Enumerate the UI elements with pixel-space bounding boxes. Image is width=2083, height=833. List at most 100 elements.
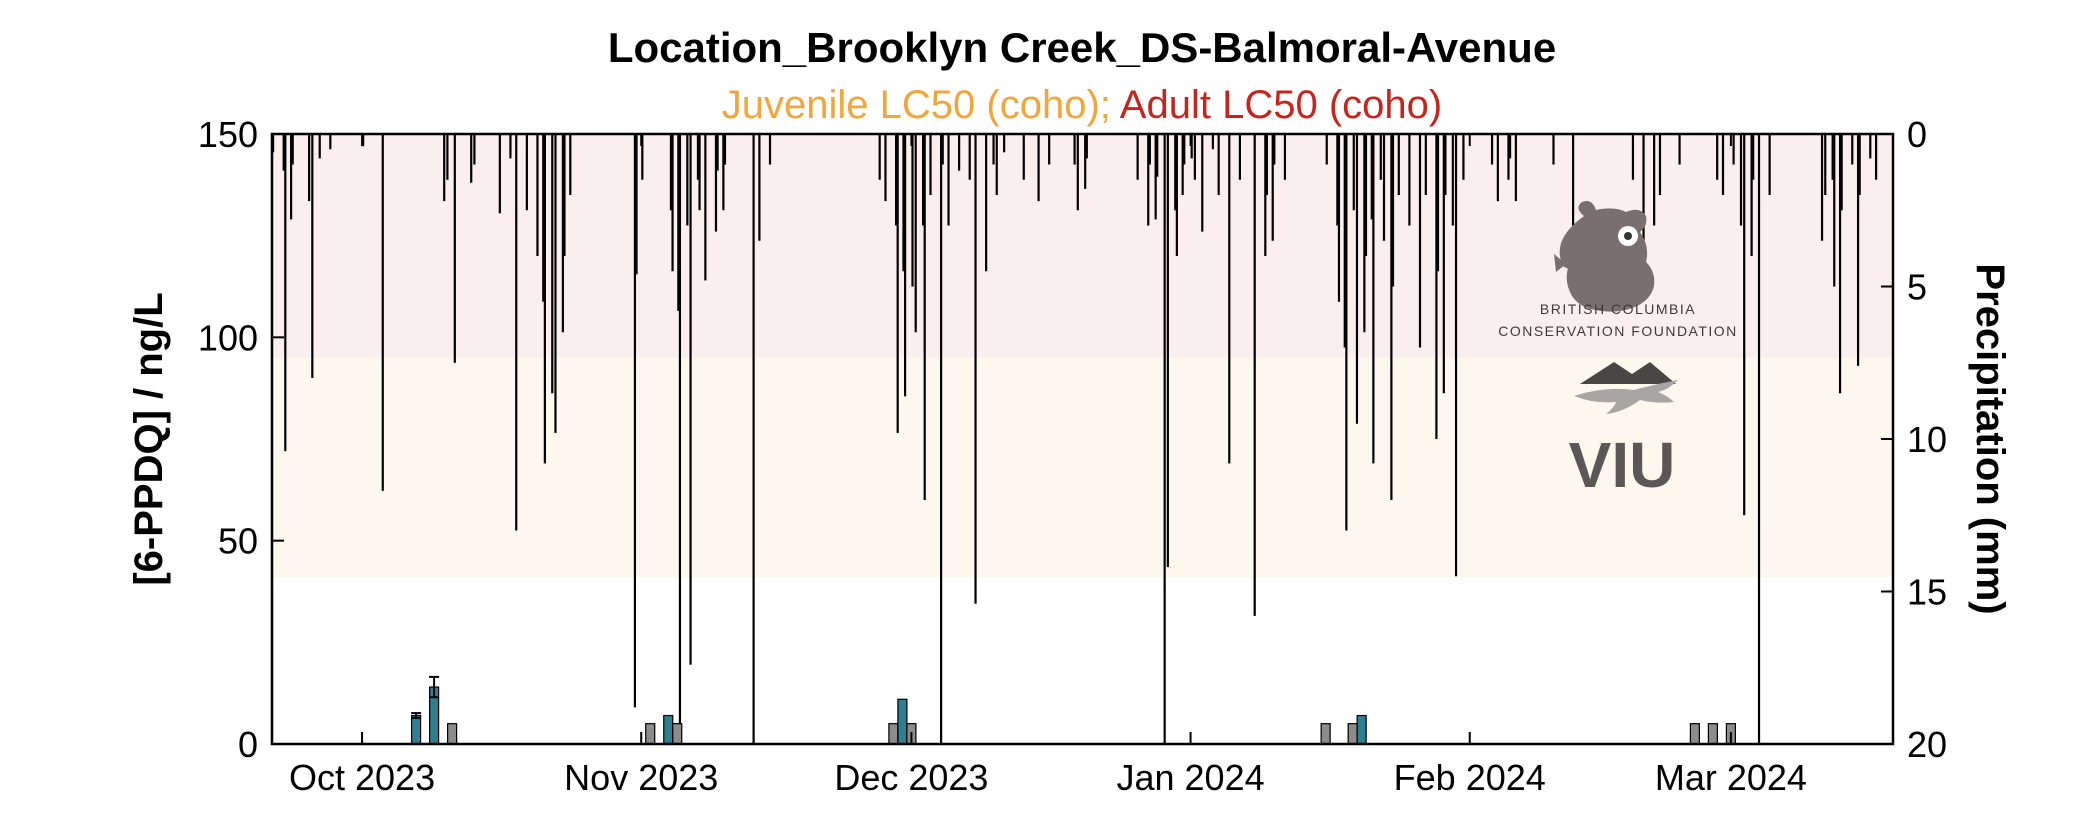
precip-bar xyxy=(290,134,293,220)
precip-bar xyxy=(1022,134,1025,180)
precip-bar xyxy=(1337,134,1341,302)
precip-bar xyxy=(284,134,287,452)
precip-bar xyxy=(561,134,564,333)
precip-bar xyxy=(1390,134,1393,500)
precip-bar xyxy=(941,134,944,165)
precip-bar xyxy=(1768,134,1771,195)
precip-bar xyxy=(689,134,692,665)
precip-bar xyxy=(1490,134,1494,165)
precip-bar xyxy=(1838,134,1842,394)
concentration-bar xyxy=(663,714,674,745)
precip-bar xyxy=(473,134,476,165)
chart-subtitle: Juvenile LC50 (coho); Adult LC50 (coho) xyxy=(722,83,1442,127)
precip-bar xyxy=(768,134,772,165)
precip-bar xyxy=(543,134,546,464)
precip-bar xyxy=(1003,134,1006,153)
precip-bar xyxy=(1451,134,1454,226)
precip-bar xyxy=(1833,134,1836,287)
precip-bar xyxy=(884,134,887,202)
y-tick-label: 50 xyxy=(218,521,258,562)
subtitle-juvenile: Juvenile LC50 (coho); xyxy=(722,83,1111,127)
precip-bar xyxy=(995,134,998,195)
precip-bar xyxy=(903,134,907,397)
precip-bar xyxy=(1264,134,1267,256)
mountain-leaf-icon xyxy=(1574,362,1678,414)
precip-bar xyxy=(1370,134,1373,220)
precip-bar xyxy=(947,134,950,226)
precip-bar xyxy=(992,134,995,165)
precip-bar xyxy=(894,134,898,226)
precip-bar xyxy=(677,134,680,311)
precip-bar xyxy=(525,134,528,211)
precip-bar xyxy=(1382,134,1386,241)
precip-bar xyxy=(446,134,449,180)
concentration-bar xyxy=(1689,723,1700,745)
precip-bar xyxy=(1442,134,1445,394)
precip-bar xyxy=(1752,134,1755,180)
precip-bar xyxy=(686,134,689,226)
precip-bar xyxy=(1750,134,1753,256)
precip-bar xyxy=(1273,134,1276,165)
y2-axis-label: Precipitation (mm) xyxy=(1968,263,2012,614)
x-axis: Oct 2023 Nov 2023 Dec 2023 Jan 2024 Feb 2024… xyxy=(289,134,1807,798)
precip-bar xyxy=(1552,134,1555,165)
bccf-logo: BRITISH COLUMBIA CONSERVATION FOUNDATION xyxy=(1498,201,1736,339)
precip-bar xyxy=(1658,134,1662,195)
y-tick-label: 0 xyxy=(238,724,258,765)
precip-bar xyxy=(318,134,321,159)
precip-bar xyxy=(1732,134,1735,165)
precip-bar xyxy=(1454,134,1458,577)
subtitle-adult: Adult LC50 (coho) xyxy=(1111,83,1442,127)
concentration-bar xyxy=(897,698,908,745)
concentration-bar xyxy=(410,714,422,745)
precip-bar xyxy=(669,134,673,211)
y-axis-left: 0 50 100 150 xyxy=(198,114,284,765)
concentration-series xyxy=(410,675,1737,745)
x-tick-label: Dec 2023 xyxy=(834,757,988,798)
precip-bar xyxy=(958,134,961,171)
viu-text: VIU xyxy=(1569,429,1676,501)
precip-bar xyxy=(329,134,332,150)
precip-bar xyxy=(1436,134,1440,272)
y-axis-label: [6-PPDQ] / ng/L xyxy=(127,292,171,585)
concentration-bar xyxy=(447,723,458,745)
precip-bar xyxy=(470,134,473,183)
precip-bar xyxy=(678,134,682,744)
precip-bar xyxy=(1238,134,1241,180)
x-tick-label: Feb 2024 xyxy=(1394,757,1546,798)
concentration-bar xyxy=(1356,714,1367,745)
precip-bar xyxy=(1201,134,1204,232)
precip-bar xyxy=(311,134,314,378)
precip-bar xyxy=(696,134,700,180)
precip-bar xyxy=(1085,134,1088,159)
precip-bar xyxy=(1462,134,1465,180)
precip-bar xyxy=(1653,134,1656,226)
bear-fish-icon xyxy=(1554,201,1655,312)
precip-bar xyxy=(1217,134,1220,195)
precip-bar xyxy=(1148,134,1151,165)
precip-bar xyxy=(896,134,899,433)
concentration-bar xyxy=(1707,723,1718,745)
precip-bar xyxy=(714,134,718,232)
precip-bar xyxy=(1874,134,1878,180)
precip-bar xyxy=(1336,134,1339,226)
precip-bar xyxy=(554,134,557,433)
precip-bar xyxy=(1716,134,1719,180)
precip-bar xyxy=(1253,134,1256,616)
precip-bar xyxy=(1037,134,1040,202)
precip-bar xyxy=(1283,134,1287,180)
precip-bar xyxy=(1642,134,1645,272)
precip-bar xyxy=(914,134,917,333)
precip-bar xyxy=(1496,134,1499,202)
precip-bar xyxy=(1507,134,1510,180)
precip-bar xyxy=(1858,134,1861,195)
precip-bar xyxy=(1136,134,1139,180)
precip-bar xyxy=(758,134,761,241)
precip-bar xyxy=(878,134,881,180)
y2-tick-label: 10 xyxy=(1907,419,1947,460)
precip-bar xyxy=(1345,134,1348,531)
precip-bar xyxy=(1391,134,1395,287)
viu-logo: VIU xyxy=(1569,362,1678,501)
precip-bar xyxy=(1508,134,1512,159)
